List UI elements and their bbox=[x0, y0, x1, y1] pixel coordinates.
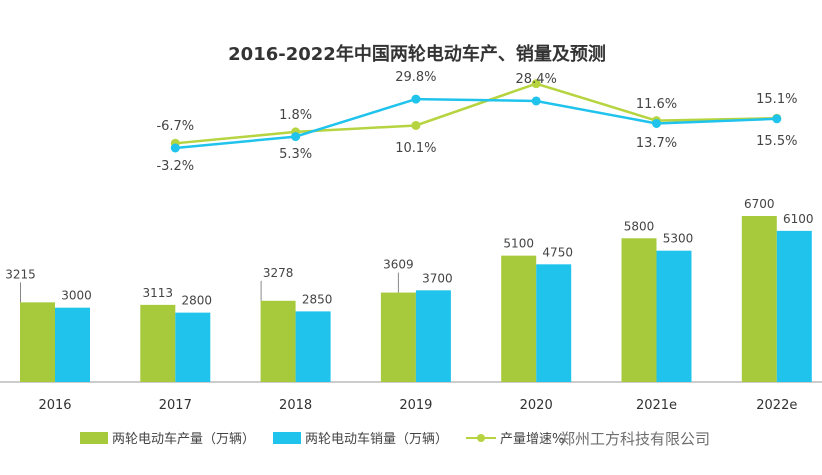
bar-production bbox=[621, 238, 657, 382]
data-label-sales: 5300 bbox=[663, 232, 694, 246]
data-label-sales: 4750 bbox=[542, 245, 573, 259]
x-tick-label: 2019 bbox=[399, 398, 432, 413]
data-label-sales: 3000 bbox=[61, 289, 92, 303]
legend-label: 两轮电动车产量（万辆） bbox=[112, 432, 256, 447]
data-label-production: 5100 bbox=[503, 237, 534, 251]
x-tick-label: 2022e bbox=[756, 398, 797, 413]
line-point bbox=[411, 120, 421, 130]
legend-item-sales: 两轮电动车销量（万辆） bbox=[273, 428, 448, 447]
bar-production bbox=[741, 216, 777, 382]
bar-sales bbox=[295, 311, 331, 382]
bar-sales bbox=[55, 307, 90, 382]
data-label-sales: 2800 bbox=[182, 294, 213, 308]
legend-label: 产量增速% bbox=[500, 432, 565, 447]
data-label-sales: 2850 bbox=[302, 292, 333, 306]
line-label: 5.3% bbox=[279, 147, 312, 162]
x-tick-label: 2020 bbox=[520, 398, 553, 413]
data-label-production: 6700 bbox=[744, 197, 775, 211]
data-label-sales: 6100 bbox=[783, 212, 814, 226]
line-point bbox=[652, 118, 661, 128]
line-label: -3.2% bbox=[156, 159, 194, 174]
legend-label: 两轮电动车销量（万辆） bbox=[305, 432, 449, 447]
data-label-production: 3278 bbox=[263, 266, 294, 280]
data-label-production: 3215 bbox=[5, 267, 36, 281]
bar-sales bbox=[776, 230, 812, 382]
bar-sales bbox=[175, 312, 211, 382]
line-label: 11.6% bbox=[636, 97, 677, 112]
line-label: 10.1% bbox=[395, 141, 436, 156]
chart-title: 2016-2022年中国两轮电动车产、销量及预测 bbox=[228, 44, 606, 65]
data-label-production: 3609 bbox=[383, 258, 414, 272]
line-label: 13.7% bbox=[636, 136, 677, 151]
legend-item-production: 两轮电动车产量（万辆） bbox=[80, 428, 255, 447]
bar-sales bbox=[656, 250, 692, 382]
x-tick-label: 2016 bbox=[38, 398, 71, 413]
bar-production bbox=[501, 255, 537, 382]
legend: 两轮电动车产量（万辆） 两轮电动车销量（万辆） 产量增速% bbox=[80, 428, 582, 447]
line-label: 15.5% bbox=[756, 134, 797, 149]
line-point bbox=[531, 79, 541, 89]
bar-production bbox=[20, 302, 55, 382]
line-production-growth bbox=[175, 82, 777, 145]
x-tick-label: 2018 bbox=[279, 398, 312, 413]
legend-line-marker bbox=[466, 433, 497, 442]
line-point bbox=[411, 94, 421, 104]
x-tick-label: 2021e bbox=[636, 398, 677, 413]
legend-swatch bbox=[273, 431, 302, 444]
data-label-sales: 3700 bbox=[422, 271, 453, 285]
legend-item-growth: 产量增速% bbox=[466, 428, 564, 447]
line-label: -6.7% bbox=[156, 119, 194, 134]
line-label: 1.8% bbox=[279, 108, 312, 123]
bar-production bbox=[260, 300, 296, 382]
bar-sales bbox=[536, 264, 572, 382]
x-tick-label: 2017 bbox=[159, 398, 192, 413]
line-label: 29.8% bbox=[395, 70, 436, 85]
watermark: 郑州工方科技有限公司 bbox=[560, 430, 711, 448]
bar-production bbox=[380, 292, 416, 382]
line-point bbox=[531, 96, 541, 106]
bar-production bbox=[140, 304, 176, 382]
line-point bbox=[291, 132, 301, 142]
line-label: 28.4% bbox=[516, 72, 557, 87]
line-label: 15.1% bbox=[756, 92, 797, 107]
data-label-production: 5800 bbox=[624, 219, 655, 233]
data-label-production: 3113 bbox=[143, 286, 174, 300]
line-point bbox=[772, 114, 782, 124]
line-sales-growth bbox=[175, 97, 777, 150]
legend-swatch bbox=[80, 431, 108, 444]
bar-sales bbox=[415, 290, 451, 382]
line-point bbox=[170, 143, 180, 153]
